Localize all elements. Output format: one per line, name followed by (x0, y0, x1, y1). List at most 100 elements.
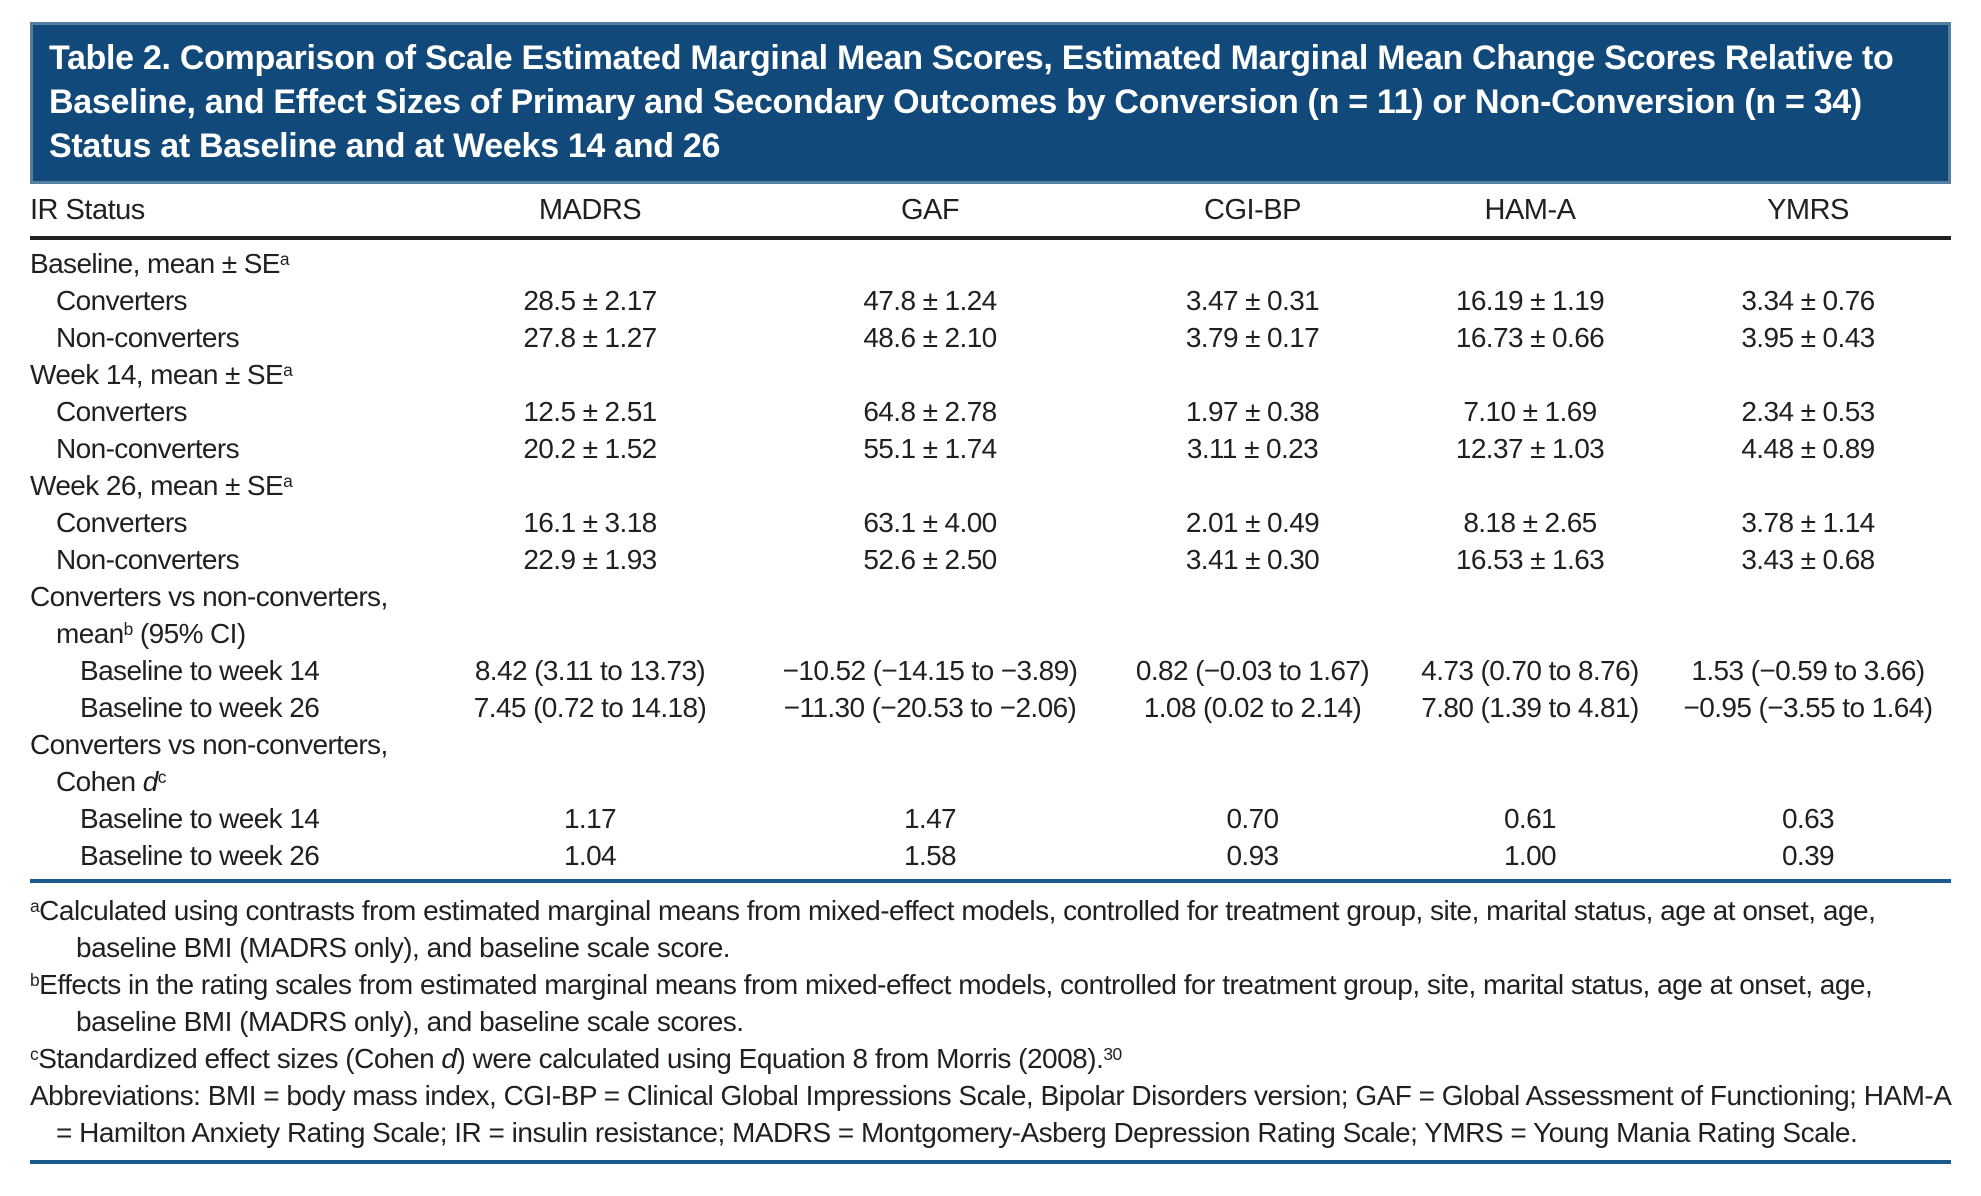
outcomes-table: IR Status MADRS GAF CGI-BP HAM-A YMRS Ba… (30, 192, 1951, 874)
value-cell: −0.95 (−3.55 to 1.64) (1683, 692, 1934, 723)
value-cell: −10.52 (−14.15 to −3.89) (782, 655, 1078, 686)
column-header-madrs: MADRS (430, 192, 750, 240)
row-label: Converters (56, 285, 188, 316)
row-label: Converters (56, 507, 188, 538)
value-cell: 55.1 ± 1.74 (863, 433, 997, 464)
column-header-gaf: GAF (750, 192, 1110, 240)
value-cell: 27.8 ± 1.27 (523, 322, 657, 353)
value-cell: 0.93 (1226, 840, 1279, 871)
footnote-a-text: Calculated using contrasts from estimate… (39, 895, 1876, 963)
value-cell (1110, 356, 1395, 393)
footnote-c-marker: c (30, 1044, 39, 1065)
column-header-ymrs: YMRS (1665, 192, 1951, 240)
value-cell: 63.1 ± 4.00 (863, 507, 997, 538)
value-cell (750, 726, 1110, 800)
value-cell: 4.73 (0.70 to 8.76) (1421, 655, 1639, 686)
table-figure: Table 2. Comparison of Scale Estimated M… (30, 22, 1951, 1164)
value-cell: 4.48 ± 0.89 (1741, 433, 1875, 464)
value-cell: 0.70 (1226, 803, 1279, 834)
table-row: Baseline, mean ± SEa (30, 238, 1951, 282)
value-cell (1395, 467, 1665, 504)
value-cell (1110, 467, 1395, 504)
value-cell: 16.53 ± 1.63 (1455, 544, 1605, 575)
column-header-ir-status: IR Status (30, 192, 430, 240)
value-cell: 0.39 (1781, 840, 1835, 871)
value-cell: 12.5 ± 2.51 (523, 396, 657, 427)
row-label: Converters (56, 396, 188, 427)
value-cell: 1.47 (903, 803, 957, 834)
value-cell: 7.45 (0.72 to 14.18) (473, 692, 707, 723)
table-row: Week 14, mean ± SEa (30, 356, 1951, 393)
table-row: Week 26, mean ± SEa (30, 467, 1951, 504)
value-cell: 7.80 (1.39 to 4.81) (1421, 692, 1639, 723)
row-label: Non-converters (56, 322, 240, 353)
column-header-cgi-bp: CGI-BP (1110, 192, 1395, 240)
value-cell: 3.41 ± 0.30 (1185, 544, 1320, 575)
value-cell: 48.6 ± 2.10 (863, 322, 997, 353)
value-cell: 1.17 (563, 803, 617, 834)
value-cell (1395, 238, 1665, 282)
value-cell: 1.04 (563, 840, 617, 871)
value-cell (1110, 238, 1395, 282)
row-label: Baseline to week 26 (80, 692, 320, 723)
value-cell: 16.73 ± 0.66 (1455, 322, 1605, 353)
row-label: Non-converters (56, 433, 240, 464)
value-cell (750, 578, 1110, 652)
value-cell (750, 238, 1110, 282)
footnote-c-reference-number: 30 (1103, 1044, 1122, 1065)
value-cell: 52.6 ± 2.50 (863, 544, 997, 575)
row-label: Baseline to week 14 (80, 655, 320, 686)
table-body: Baseline, mean ± SEa Converters 28.5 ± 2.1… (30, 238, 1951, 874)
column-header-ham-a: HAM-A (1395, 192, 1665, 240)
value-cell: 64.8 ± 2.78 (863, 396, 997, 427)
footnote-c-text-post: ) were calculated using Equation 8 from … (456, 1043, 1104, 1074)
value-cell (430, 726, 750, 800)
value-cell: 0.61 (1503, 803, 1557, 834)
row-label: Non-converters (56, 544, 240, 575)
value-cell: 2.34 ± 0.53 (1741, 396, 1875, 427)
value-cell: 22.9 ± 1.93 (523, 544, 657, 575)
value-cell: 1.97 ± 0.38 (1185, 396, 1320, 427)
value-cell (430, 578, 750, 652)
value-cell (1665, 467, 1951, 504)
table-row: Non-converters 27.8 ± 1.27 48.6 ± 2.10 3.79… (30, 319, 1951, 356)
value-cell (750, 356, 1110, 393)
value-cell (1665, 578, 1951, 652)
footnote-a-marker: a (30, 896, 40, 917)
value-cell: 3.95 ± 0.43 (1741, 322, 1875, 353)
value-cell: 20.2 ± 1.52 (523, 433, 657, 464)
table-row: Non-converters 20.2 ± 1.52 55.1 ± 1.74 3.11… (30, 430, 1951, 467)
value-cell: 1.53 (−0.59 to 3.66) (1691, 655, 1925, 686)
value-cell: 0.63 (1781, 803, 1835, 834)
footnote-c-text-pre: Standardized effect sizes (Cohen (38, 1043, 442, 1074)
row-label: Converters vs non-converters, meanb (95% … (30, 581, 388, 649)
value-cell: 8.18 ± 2.65 (1463, 507, 1597, 538)
table-row: Non-converters 22.9 ± 1.93 52.6 ± 2.50 3.41… (30, 541, 1951, 578)
footnote-a: aCalculated using contrasts from estimat… (30, 892, 1951, 966)
footnote-b-marker: b (30, 970, 40, 991)
table-row: Baseline to week 14 1.17 1.47 0.70 0.61 0.63 (30, 800, 1951, 837)
value-cell: 47.8 ± 1.24 (863, 285, 997, 316)
value-cell (1395, 726, 1665, 800)
value-cell (1665, 726, 1951, 800)
value-cell: 12.37 ± 1.03 (1455, 433, 1605, 464)
value-cell (1110, 578, 1395, 652)
value-cell: 1.00 (1503, 840, 1557, 871)
footnote-b-text: Effects in the rating scales from estima… (39, 969, 1873, 1037)
value-cell: 1.08 (0.02 to 2.14) (1143, 692, 1362, 723)
value-cell: 3.79 ± 0.17 (1185, 322, 1320, 353)
value-cell (1395, 356, 1665, 393)
value-cell: 3.78 ± 1.14 (1741, 507, 1875, 538)
table-row: Converters 16.1 ± 3.18 63.1 ± 4.00 2.01 ± 0… (30, 504, 1951, 541)
value-cell: −11.30 (−20.53 to −2.06) (783, 692, 1077, 723)
table-row: Converters vs non-converters, Cohen dc (30, 726, 1951, 800)
table-row: Converters 28.5 ± 2.17 47.8 ± 1.24 3.47 ± 0… (30, 282, 1951, 319)
table-row: Baseline to week 26 1.04 1.58 0.93 1.00 0.39 (30, 837, 1951, 874)
row-label: Week 26, mean ± SEa (30, 470, 293, 501)
abbreviations-note: Abbreviations: BMI = body mass index, CG… (30, 1080, 1950, 1148)
value-cell: 2.01 ± 0.49 (1185, 507, 1320, 538)
value-cell: 1.58 (903, 840, 957, 871)
table-row: Converters vs non-converters, meanb (95% … (30, 578, 1951, 652)
value-cell (1665, 356, 1951, 393)
value-cell: 8.42 (3.11 to 13.73) (474, 655, 706, 686)
